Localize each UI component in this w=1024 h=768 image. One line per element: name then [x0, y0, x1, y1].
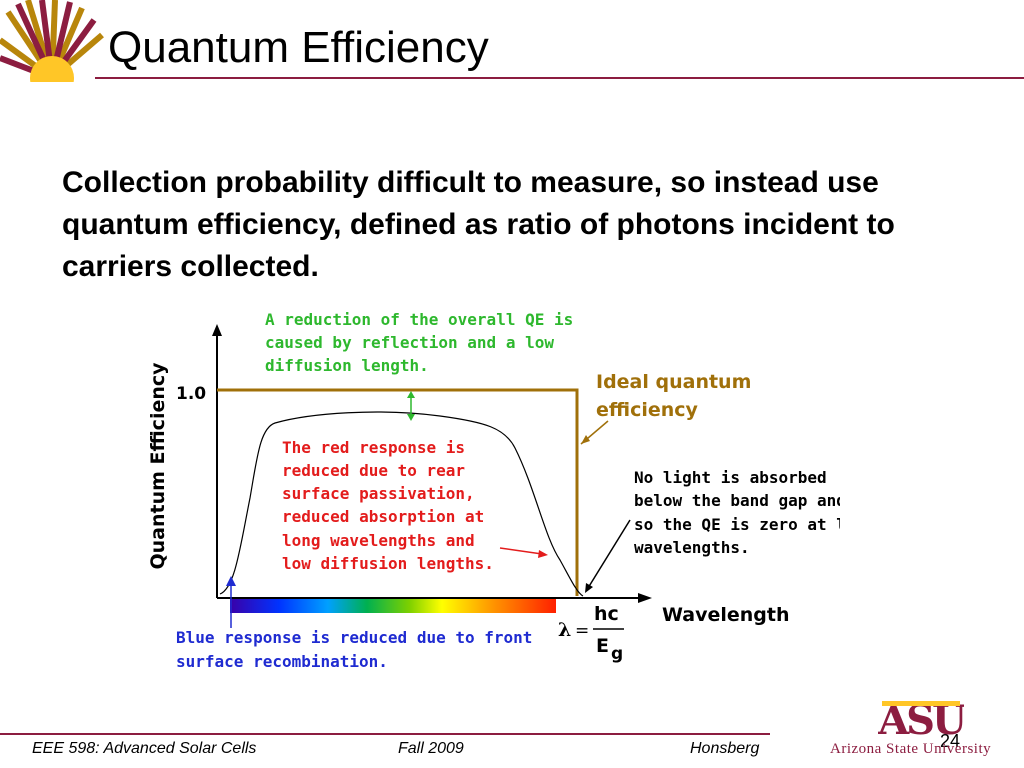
- red-line-2: reduced due to rear: [282, 461, 465, 480]
- body-paragraph: Collection probability difficult to meas…: [62, 166, 895, 283]
- red-line-1: The red response is: [282, 438, 465, 457]
- footer-course: EEE 598: Advanced Solar Cells: [32, 740, 257, 757]
- red-line-4: reduced absorption at: [282, 507, 484, 526]
- red-response-arrow: [499, 547, 543, 555]
- quantum-efficiency-diagram: Quantum Efficiency 1.0 A reduction of th…: [147, 310, 840, 671]
- red-line-5: long wavelengths and: [282, 531, 475, 550]
- institution-name: Arizona State University: [830, 741, 992, 757]
- ideal-label-line-1: Ideal quantum: [596, 371, 751, 393]
- page-number: 24: [940, 731, 961, 751]
- ideal-label-line-2: efficiency: [596, 399, 699, 421]
- red-response-annotation: The red response is reduced due to rear …: [282, 438, 494, 573]
- y-axis-label: Quantum Efficiency: [147, 362, 169, 570]
- no-light-annotation: No light is absorbed below the band gap …: [634, 468, 840, 557]
- blue-response-annotation: Blue response is reduced due to front su…: [176, 628, 532, 671]
- reduction-annotation: A reduction of the overall QE is caused …: [265, 310, 573, 375]
- formula-lambda: λ: [558, 619, 571, 641]
- footer-divider: [0, 733, 770, 735]
- no-light-line-3: so the QE is zero at long: [634, 515, 840, 534]
- asu-logo: ASU: [878, 698, 964, 738]
- x-axis-label: Wavelength: [662, 604, 790, 626]
- title-divider: [95, 77, 1024, 79]
- footer-author: Honsberg: [690, 740, 760, 757]
- no-light-line-1: No light is absorbed: [634, 468, 827, 487]
- blue-line-2: surface recombination.: [176, 652, 388, 671]
- reduction-line-1: A reduction of the overall QE is: [265, 310, 573, 329]
- sunburst-logo: [0, 0, 104, 82]
- formula-equals: =: [575, 621, 589, 641]
- actual-qe-curve: [219, 411, 584, 597]
- slide-title: Quantum Efficiency: [108, 23, 489, 72]
- no-light-pointer: [587, 519, 631, 589]
- x-axis-arrow: [638, 593, 652, 603]
- reduction-line-2: caused by reflection and a low: [265, 333, 554, 352]
- red-line-6: low diffusion lengths.: [282, 554, 494, 573]
- formula-subscript: g: [611, 644, 623, 664]
- red-line-3: surface passivation,: [282, 484, 475, 503]
- y-tick-label: 1.0: [176, 384, 206, 404]
- no-light-line-4: wavelengths.: [634, 538, 750, 557]
- ideal-qe-curve: [217, 388, 579, 596]
- y-axis-arrow: [212, 324, 222, 336]
- reduction-line-3: diffusion length.: [265, 356, 429, 375]
- no-light-line-2: below the band gap and: [634, 491, 840, 510]
- spectrum-bar: [230, 599, 556, 613]
- formula-numerator: hc: [594, 603, 619, 625]
- formula-denominator: E: [596, 635, 609, 657]
- footer-term: Fall 2009: [398, 740, 464, 757]
- blue-line-1: Blue response is reduced due to front: [176, 628, 532, 647]
